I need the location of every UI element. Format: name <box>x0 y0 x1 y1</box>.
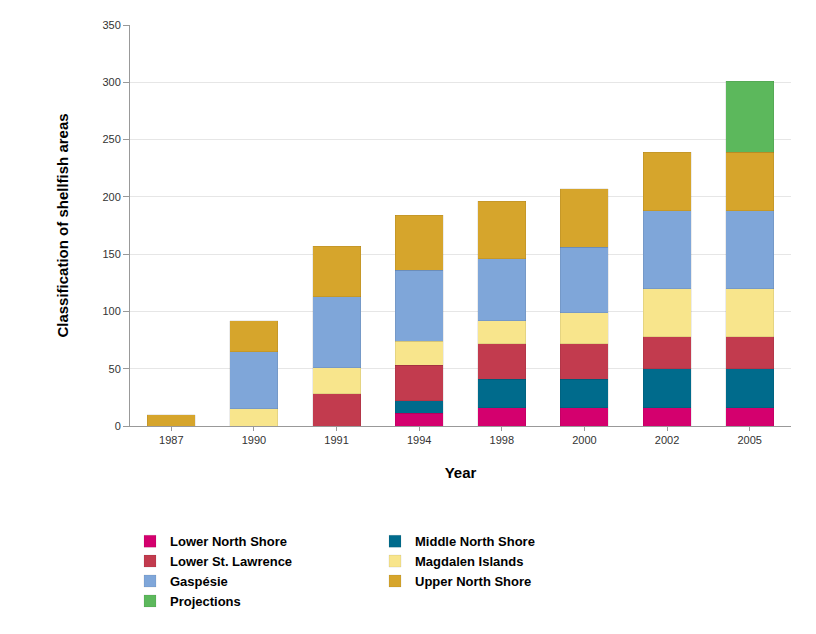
svg-text:Lower St. Lawrence: Lower St. Lawrence <box>170 554 292 569</box>
svg-text:1990: 1990 <box>242 434 266 446</box>
svg-text:Magdalen Islands: Magdalen Islands <box>415 554 523 569</box>
svg-text:1987: 1987 <box>159 434 183 446</box>
svg-text:2005: 2005 <box>737 434 761 446</box>
svg-text:300: 300 <box>102 76 120 88</box>
svg-text:Middle North Shore: Middle North Shore <box>415 534 535 549</box>
svg-text:50: 50 <box>109 363 121 375</box>
svg-text:200: 200 <box>102 191 120 203</box>
svg-text:2000: 2000 <box>572 434 596 446</box>
svg-text:2002: 2002 <box>655 434 679 446</box>
svg-text:1994: 1994 <box>407 434 431 446</box>
svg-text:350: 350 <box>102 19 120 31</box>
svg-text:Gaspésie: Gaspésie <box>170 574 228 589</box>
svg-text:150: 150 <box>102 248 120 260</box>
svg-text:Projections: Projections <box>170 594 241 609</box>
svg-text:1998: 1998 <box>490 434 514 446</box>
svg-text:Lower North Shore: Lower North Shore <box>170 534 287 549</box>
svg-text:Upper North Shore: Upper North Shore <box>415 574 531 589</box>
svg-text:Classification of shellfish ar: Classification of shellfish areas <box>54 113 71 337</box>
svg-text:Year: Year <box>445 464 477 481</box>
svg-text:100: 100 <box>102 305 120 317</box>
svg-text:1991: 1991 <box>324 434 348 446</box>
svg-text:250: 250 <box>102 133 120 145</box>
svg-text:0: 0 <box>115 420 121 432</box>
